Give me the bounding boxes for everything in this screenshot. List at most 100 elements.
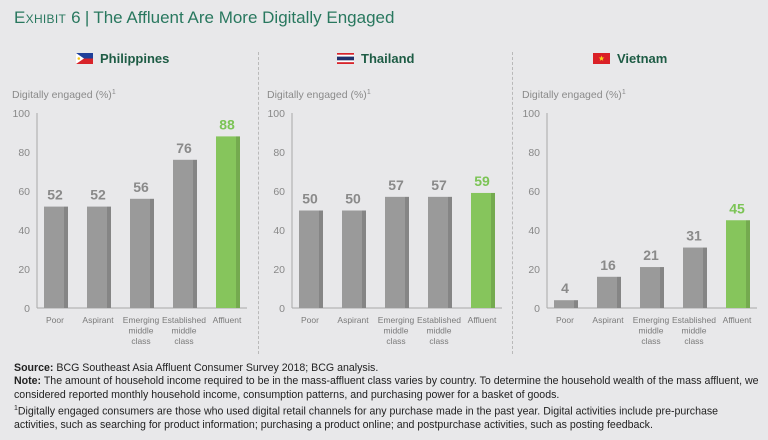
x-tick-label-line: Emerging (633, 315, 670, 325)
bar-shade (64, 206, 68, 308)
bar-value-label: 76 (176, 140, 192, 156)
exhibit-heading: The Affluent Are More Digitally Engaged (93, 8, 395, 27)
bar-value-label: 16 (600, 257, 616, 273)
x-tick-label: Emerging middle class (378, 315, 415, 346)
x-tick-label: Established middle class (162, 315, 206, 346)
chart-notes: Source: BCG Southeast Asia Affluent Cons… (14, 362, 762, 433)
x-tick-label-line: Emerging (123, 315, 160, 325)
y-tick-label: 60 (18, 186, 30, 198)
y-tick-label: 0 (534, 303, 540, 315)
bar-value-label: 50 (345, 191, 361, 207)
y-tick-label: 80 (273, 147, 285, 159)
x-tick-label-line: middle (426, 326, 451, 336)
y-axis-label-footnote: 1 (622, 89, 626, 96)
bar-value-label: 88 (219, 116, 235, 132)
x-tick-label-line: Poor (301, 315, 319, 325)
x-tick-label-line: Established (162, 315, 206, 325)
thailand-flag-icon (337, 53, 354, 64)
country-name: Thailand (361, 51, 415, 66)
x-tick-label: Poor (46, 315, 64, 325)
bar-group: 52 Poor (44, 187, 68, 325)
bar-shade (703, 247, 707, 308)
y-axis-label-footnote: 1 (367, 89, 371, 96)
x-tick-label-line: middle (383, 326, 408, 336)
note-label: Note: (14, 375, 42, 388)
country-name: Philippines (100, 51, 169, 66)
x-tick-label-line: Established (672, 315, 716, 325)
x-tick-label-line: Established (417, 315, 461, 325)
y-tick-label: 20 (528, 264, 540, 276)
bar (428, 196, 448, 308)
x-tick-label-line: Affluent (468, 315, 497, 325)
country-name: Vietnam (617, 51, 667, 66)
x-tick-label-line: Poor (46, 315, 64, 325)
bar-group: 56 Emerging middle class (123, 179, 160, 346)
y-axis-label: Digitally engaged (%)1 (522, 89, 626, 101)
bar-shade (574, 300, 578, 308)
y-tick-label: 100 (12, 108, 30, 120)
y-tick-label: 100 (267, 108, 285, 120)
y-axis-label-text: Digitally engaged (%) (267, 89, 367, 101)
bar-shade (448, 196, 452, 308)
bar (385, 196, 405, 308)
y-axis-label: Digitally engaged (%)1 (12, 89, 116, 101)
y-tick-label: 80 (18, 147, 30, 159)
bar-shade (660, 267, 664, 308)
chart-vietnam: Vietnam Digitally engaged (%)1 0 20 40 60 80 10… (522, 51, 757, 346)
y-tick-label: 80 (528, 147, 540, 159)
x-tick-label: Poor (556, 315, 574, 325)
bar-group: 76 Established middle class (162, 140, 206, 346)
bar (640, 267, 660, 308)
bar-group: 52 Aspirant (82, 187, 114, 325)
bar-group: 50 Poor (299, 191, 323, 325)
vietnam-flag-icon (593, 53, 610, 64)
x-tick-label-line: middle (171, 326, 196, 336)
x-tick-label-line: class (641, 336, 660, 346)
bar-value-label: 52 (47, 187, 63, 203)
bar-value-label: 31 (686, 228, 702, 244)
x-tick-label-line: class (131, 336, 150, 346)
flag-stripe-blue (76, 53, 93, 59)
bar (87, 206, 107, 308)
bar-group: 59 Affluent (468, 173, 497, 325)
x-tick-label-line: Aspirant (82, 315, 114, 325)
bar (471, 192, 491, 308)
philippines-flag-icon (76, 53, 93, 64)
x-tick-label-line: class (429, 336, 448, 346)
x-tick-label: Poor (301, 315, 319, 325)
bar-group: 21 Emerging middle class (633, 247, 670, 346)
bar-shade (491, 192, 495, 308)
flag-stripe (337, 54, 354, 57)
x-tick-label-line: Affluent (723, 315, 752, 325)
x-tick-label: Established middle class (417, 315, 461, 346)
bar (342, 210, 362, 308)
panel-divider (258, 52, 259, 354)
bar (173, 159, 193, 308)
bar-value-label: 21 (643, 247, 659, 263)
bar (130, 198, 150, 308)
flag-stripe-red (76, 58, 93, 64)
x-tick-label: Affluent (468, 315, 497, 325)
flag-stripe (337, 56, 354, 61)
bar-shade (150, 198, 154, 308)
x-tick-label-line: class (174, 336, 193, 346)
note-line: Note: The amount of household income req… (14, 375, 762, 402)
bar-shade (746, 220, 750, 308)
y-axis-label: Digitally engaged (%)1 (267, 89, 371, 101)
x-tick-label-line: class (386, 336, 405, 346)
y-tick-label: 0 (24, 303, 30, 315)
x-tick-label-line: middle (128, 326, 153, 336)
bar-shade (236, 136, 240, 308)
y-tick-label: 20 (18, 264, 30, 276)
bar-shade (107, 206, 111, 308)
title-separator: | (84, 8, 90, 27)
panel-divider (512, 52, 513, 354)
note-text: The amount of household income required … (14, 375, 759, 401)
footnote-marker: 1 (14, 405, 18, 413)
y-axis-label-footnote: 1 (112, 89, 116, 96)
source-text: BCG Southeast Asia Affluent Consumer Sur… (53, 362, 379, 374)
x-tick-label: Affluent (213, 315, 242, 325)
x-tick-label-line: Aspirant (337, 315, 369, 325)
bar-value-label: 4 (561, 280, 569, 296)
x-tick-label: Emerging middle class (123, 315, 160, 346)
